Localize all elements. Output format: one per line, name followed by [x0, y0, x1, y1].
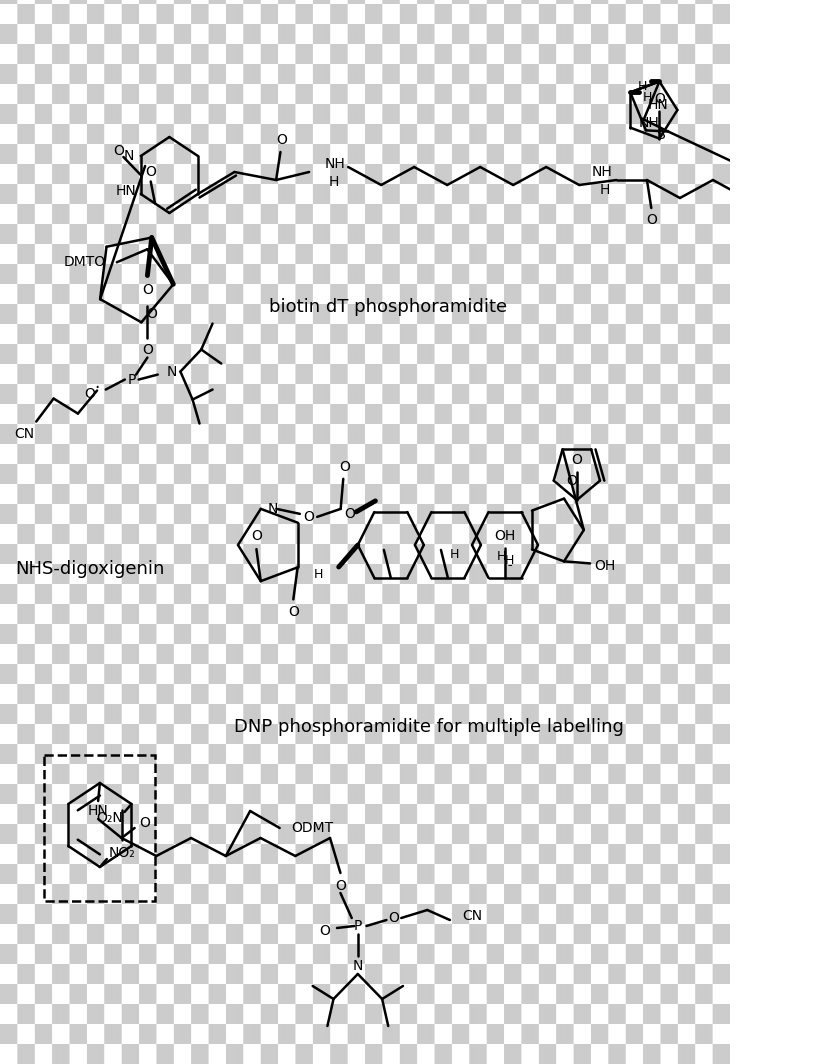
Text: O: O: [145, 165, 156, 179]
Text: O: O: [319, 924, 330, 938]
Text: HN: HN: [116, 184, 136, 198]
Text: H: H: [496, 550, 507, 564]
Text: CN: CN: [14, 427, 34, 440]
Text: O: O: [566, 473, 577, 487]
Text: HN: HN: [87, 804, 108, 818]
Text: O: O: [251, 529, 262, 543]
Text: CN: CN: [462, 909, 482, 922]
Text: NH: NH: [591, 165, 612, 179]
Text: NH: NH: [325, 157, 345, 171]
Text: N: N: [268, 502, 278, 516]
Text: O: O: [288, 605, 299, 619]
Text: O: O: [388, 911, 399, 925]
Text: DNP phosphoramidite for multiple labelling: DNP phosphoramidite for multiple labelli…: [234, 718, 624, 736]
Text: ODMT: ODMT: [291, 821, 333, 835]
Text: O: O: [146, 307, 157, 321]
Text: O: O: [303, 510, 314, 523]
Text: P: P: [128, 372, 136, 386]
Text: biotin dT phosphoramidite: biotin dT phosphoramidite: [270, 298, 507, 316]
Text: H: H: [643, 90, 652, 104]
Text: H: H: [328, 174, 339, 189]
Text: NH: NH: [639, 116, 659, 130]
Text: ·: ·: [94, 379, 100, 397]
Text: O: O: [139, 816, 150, 830]
Text: N: N: [166, 365, 177, 379]
Text: H: H: [600, 183, 611, 197]
Text: DMTO: DMTO: [64, 255, 106, 269]
Text: H̱: H̱: [505, 553, 514, 566]
Text: H: H: [313, 568, 323, 582]
Text: O: O: [142, 343, 153, 356]
Text: OH: OH: [595, 560, 616, 573]
Text: O: O: [335, 879, 346, 893]
Text: NHS-digoxigenin: NHS-digoxigenin: [16, 560, 165, 578]
Text: O: O: [142, 283, 153, 297]
Text: N: N: [123, 149, 134, 163]
Text: HN: HN: [648, 98, 669, 112]
Text: O: O: [654, 92, 664, 105]
Text: S: S: [656, 129, 665, 143]
Text: O: O: [646, 213, 657, 227]
Text: NO₂: NO₂: [108, 846, 135, 860]
Text: H: H: [638, 80, 648, 93]
Text: O₂N: O₂N: [96, 811, 123, 825]
Text: OH: OH: [495, 529, 516, 543]
Text: O: O: [85, 386, 95, 400]
Text: O: O: [113, 144, 124, 157]
Text: O: O: [339, 460, 350, 473]
Bar: [45, 755, 155, 901]
Text: O: O: [344, 506, 354, 521]
Text: O: O: [276, 133, 287, 147]
Text: O: O: [571, 453, 582, 467]
Text: N: N: [353, 959, 363, 972]
Text: H: H: [450, 549, 459, 562]
Text: P: P: [354, 919, 362, 933]
